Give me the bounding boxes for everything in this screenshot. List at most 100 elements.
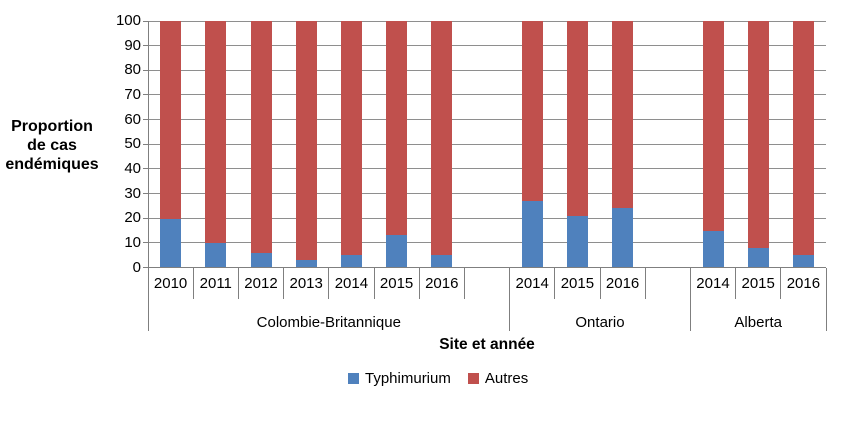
- x-category-separator-9: [554, 267, 556, 299]
- bar-segment-typhimurium-Alberta-2014: [702, 230, 724, 268]
- bar-segment-autres-Colombie-Britannique-2013: [295, 21, 317, 261]
- y-tick-label-80: 80: [124, 61, 141, 79]
- gridline-40: [148, 168, 826, 170]
- bar-segment-typhimurium-Alberta-2015: [747, 247, 769, 268]
- group-divider-2: [689, 267, 691, 331]
- y-tick-label-20: 20: [124, 209, 141, 227]
- bar-segment-typhimurium-Ontario-2016: [612, 208, 634, 268]
- bar-segment-typhimurium-Colombie-Britannique-2016: [431, 255, 453, 268]
- y-tick-mark-30: [143, 193, 148, 195]
- bar-segment-autres-Alberta-2014: [702, 21, 724, 231]
- y-tick-mark-70: [143, 94, 148, 96]
- gridline-100: [148, 20, 826, 22]
- x-category-label-Colombie-Britannique-2011: 2011: [199, 275, 232, 292]
- gridline-20: [148, 217, 826, 219]
- x-category-label-Colombie-Britannique-2013: 2013: [289, 275, 323, 292]
- legend-label-typhimurium: Typhimurium: [365, 370, 451, 387]
- y-tick-label-60: 60: [124, 110, 141, 128]
- bar-segment-autres-Ontario-2015: [566, 21, 588, 216]
- y-axis-title-line-1: Proportion: [11, 118, 93, 135]
- x-axis-title: Site et année: [439, 336, 535, 353]
- y-tick-mark-0: [143, 267, 148, 268]
- x-category-label-Colombie-Britannique-2012: 2012: [244, 275, 278, 292]
- gridline-60: [148, 119, 826, 121]
- bar-segment-typhimurium-Colombie-Britannique-2010: [160, 219, 182, 268]
- bar-segment-typhimurium-Colombie-Britannique-2015: [386, 235, 408, 268]
- legend: Typhimurium Autres: [348, 370, 528, 387]
- bar-segment-autres-Alberta-2016: [792, 21, 814, 256]
- x-category-label-Alberta-2015: 2015: [741, 275, 775, 292]
- site-label-Alberta: Alberta: [734, 313, 782, 331]
- gridline-70: [148, 94, 826, 96]
- bar-segment-typhimurium-Alberta-2016: [792, 255, 814, 268]
- y-tick-label-90: 90: [124, 36, 141, 54]
- bar-segment-autres-Colombie-Britannique-2016: [431, 21, 453, 256]
- x-category-separator-10: [599, 267, 601, 299]
- bar-segment-autres-Ontario-2016: [612, 21, 634, 209]
- group-divider-1: [509, 267, 511, 331]
- y-tick-mark-50: [143, 143, 148, 145]
- gridline-80: [148, 69, 826, 71]
- y-tick-label-0: 0: [132, 258, 141, 276]
- x-category-label-Colombie-Britannique-2016: 2016: [425, 275, 459, 292]
- bar-segment-autres-Colombie-Britannique-2011: [205, 21, 227, 243]
- y-tick-label-40: 40: [124, 159, 141, 177]
- x-category-label-Colombie-Britannique-2010: 2010: [153, 275, 188, 292]
- gridline-30: [148, 193, 826, 195]
- x-category-label-Alberta-2014: 2014: [696, 275, 730, 292]
- bar-segment-autres-Colombie-Britannique-2012: [250, 21, 272, 253]
- bar-segment-autres-Colombie-Britannique-2015: [386, 21, 408, 236]
- y-tick-mark-80: [143, 69, 148, 71]
- y-axis-title-line-3: endémiques: [5, 156, 99, 173]
- bar-segment-typhimurium-Colombie-Britannique-2013: [295, 260, 317, 268]
- bar-segment-autres-Colombie-Britannique-2010: [160, 21, 182, 220]
- y-tick-mark-60: [143, 119, 148, 121]
- x-category-label-Alberta-2016: 2016: [786, 275, 821, 292]
- legend-label-autres: Autres: [484, 370, 529, 387]
- y-tick-mark-40: [143, 168, 148, 170]
- y-tick-mark-100: [143, 20, 148, 22]
- y-tick-label-50: 50: [124, 135, 141, 153]
- bar-segment-autres-Alberta-2015: [747, 21, 769, 248]
- group-divider-3: [825, 267, 827, 331]
- x-category-separator-11: [644, 267, 646, 299]
- bar-segment-autres-Ontario-2014: [521, 21, 543, 201]
- y-axis-line: [147, 21, 149, 331]
- x-category-separator-2: [237, 267, 239, 299]
- x-category-label-Ontario-2016: 2016: [605, 275, 640, 292]
- x-category-separator-5: [373, 267, 375, 299]
- x-category-separator-1: [192, 267, 194, 299]
- x-category-separator-14: [780, 267, 782, 299]
- autres-swatch-icon: [467, 373, 479, 384]
- site-label-Colombie-Britannique: Colombie-Britannique: [256, 313, 401, 331]
- x-category-label-Colombie-Britannique-2014: 2014: [334, 275, 369, 292]
- y-axis-title: Proportion de cas endémiques: [0, 117, 104, 174]
- bar-segment-typhimurium-Colombie-Britannique-2014: [340, 255, 362, 268]
- y-tick-label-100: 100: [115, 12, 141, 29]
- bar-segment-typhimurium-Ontario-2015: [566, 215, 588, 268]
- y-tick-mark-20: [143, 217, 148, 219]
- typhimurium-swatch-icon: [348, 373, 359, 384]
- x-category-separator-13: [735, 267, 737, 299]
- x-category-label-Ontario-2015: 2015: [560, 275, 595, 292]
- y-tick-label-30: 30: [124, 184, 141, 202]
- y-tick-label-70: 70: [124, 85, 141, 103]
- y-tick-label-10: 10: [124, 233, 141, 251]
- x-category-separator-7: [463, 267, 465, 299]
- legend-item-typhimurium: Typhimurium: [348, 370, 451, 387]
- gridline-50: [148, 143, 826, 145]
- site-label-Ontario: Ontario: [575, 313, 625, 331]
- gridline-90: [148, 45, 826, 47]
- y-tick-mark-90: [143, 45, 148, 47]
- bar-segment-typhimurium-Colombie-Britannique-2011: [205, 242, 227, 268]
- bar-segment-autres-Colombie-Britannique-2014: [340, 21, 362, 256]
- x-category-label-Ontario-2014: 2014: [515, 275, 549, 292]
- bar-segment-typhimurium-Ontario-2014: [521, 200, 543, 268]
- x-axis-line: [148, 267, 826, 268]
- y-axis-title-line-2: de cas: [27, 137, 77, 154]
- x-category-label-Colombie-Britannique-2015: 2015: [379, 275, 414, 292]
- x-category-separator-4: [328, 267, 330, 299]
- bar-segment-typhimurium-Colombie-Britannique-2012: [250, 252, 272, 268]
- gridline-10: [148, 242, 826, 244]
